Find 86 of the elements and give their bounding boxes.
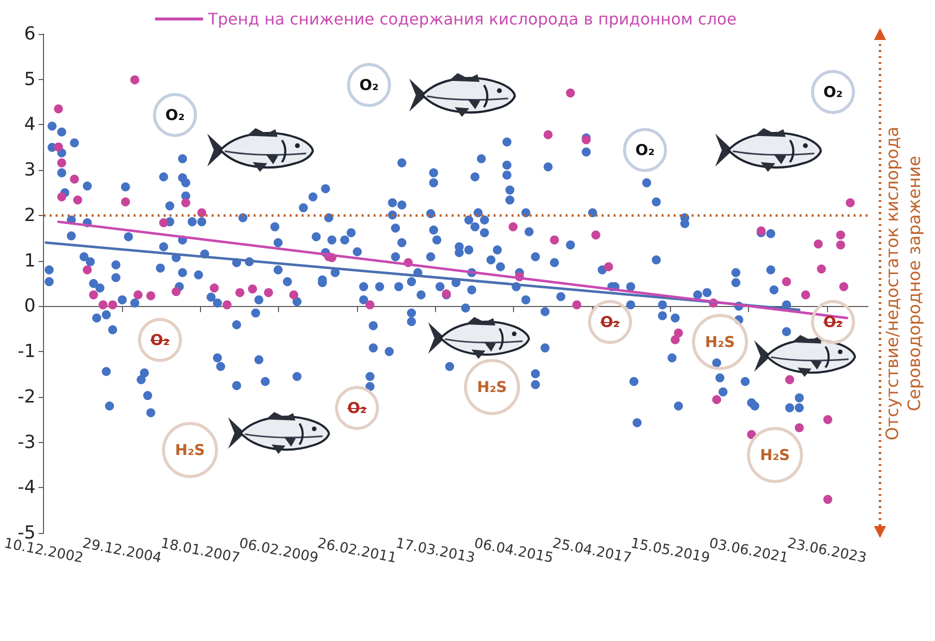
point <box>836 230 846 240</box>
circle-badge-icon: H₂S <box>464 359 520 415</box>
point <box>172 287 181 296</box>
point <box>836 240 846 250</box>
point <box>89 290 98 300</box>
point <box>846 198 855 208</box>
y-tick-label: 2 <box>24 204 36 226</box>
point <box>54 142 63 152</box>
annotation: O₂ <box>150 331 170 349</box>
annotation: O₂ <box>359 76 379 94</box>
point <box>108 300 118 310</box>
point <box>604 262 614 272</box>
y-tick-label: -4 <box>18 477 36 498</box>
point <box>566 88 575 98</box>
point <box>544 130 553 140</box>
annotation: O₂ <box>635 141 655 159</box>
annotation: H₂S <box>175 441 205 459</box>
point <box>121 197 130 206</box>
point <box>289 290 298 300</box>
point <box>248 284 258 294</box>
circle-badge-icon: O₂ <box>811 70 855 114</box>
point <box>674 328 683 338</box>
point <box>794 423 804 432</box>
point <box>264 288 273 298</box>
y-tick-label: 4 <box>24 114 36 136</box>
point <box>785 375 794 384</box>
x-tick-label: 18.01.2007 <box>159 535 242 567</box>
annotation: O₂ <box>347 399 367 417</box>
point <box>366 300 375 310</box>
point <box>823 415 832 424</box>
circle-badge-icon: H₂S <box>692 314 748 370</box>
crossed-badge-icon: O₂ <box>138 318 182 362</box>
circle-badge-icon: O₂ <box>623 128 667 172</box>
point <box>73 196 82 205</box>
point <box>70 174 79 184</box>
circle-badge-icon: O₂ <box>347 63 391 107</box>
crossed-badge-icon: O₂ <box>335 386 379 430</box>
point <box>222 300 232 310</box>
point <box>82 265 92 274</box>
crossed-badge-icon: O₂ <box>588 300 632 344</box>
point <box>801 290 810 300</box>
y-tick-label: 1 <box>24 250 36 272</box>
point <box>550 235 559 244</box>
annotation: O₂ <box>823 83 843 101</box>
y-tick-label: -3 <box>18 432 36 453</box>
annotation: H₂S <box>705 333 735 351</box>
point <box>747 430 756 440</box>
point <box>146 291 156 300</box>
annotation: H₂S <box>760 446 790 464</box>
point <box>572 300 582 310</box>
point <box>181 198 190 208</box>
point <box>98 300 108 310</box>
point <box>814 240 823 249</box>
point <box>823 494 832 504</box>
circle-badge-icon: H₂S <box>162 422 218 478</box>
annotation: O₂ <box>165 106 185 124</box>
point <box>210 284 219 293</box>
y-tick-label: 3 <box>24 160 36 181</box>
circle-badge-icon: H₂S <box>747 427 803 483</box>
point <box>134 290 143 300</box>
y-tick-label: -1 <box>18 341 36 362</box>
point <box>159 218 168 228</box>
point <box>782 277 792 286</box>
point <box>54 104 63 114</box>
point <box>591 230 600 240</box>
y-tick-label: 5 <box>24 68 36 90</box>
legend-label: Тренд на снижение содержания кислорода в придонном слое <box>207 10 737 28</box>
point <box>816 264 826 274</box>
annotation: O₂ <box>600 313 620 331</box>
circle-badge-icon: O₂ <box>153 93 197 137</box>
point <box>57 158 66 168</box>
y-tick-label: 6 <box>24 24 36 44</box>
point <box>235 288 244 298</box>
point <box>839 282 848 292</box>
text: Отсутствие/недостаток кислорода <box>883 126 903 440</box>
y-tick-label: -2 <box>18 386 36 408</box>
crossed-badge-icon: O₂ <box>811 300 855 344</box>
annotation: O₂ <box>823 313 843 331</box>
point <box>670 335 680 344</box>
text: Сероводородное заражение <box>905 156 925 412</box>
point <box>712 395 722 404</box>
annotation: H₂S <box>477 378 507 396</box>
point <box>130 75 140 84</box>
point <box>508 222 518 232</box>
y-tick-label: 0 <box>24 296 36 317</box>
point <box>57 192 66 202</box>
